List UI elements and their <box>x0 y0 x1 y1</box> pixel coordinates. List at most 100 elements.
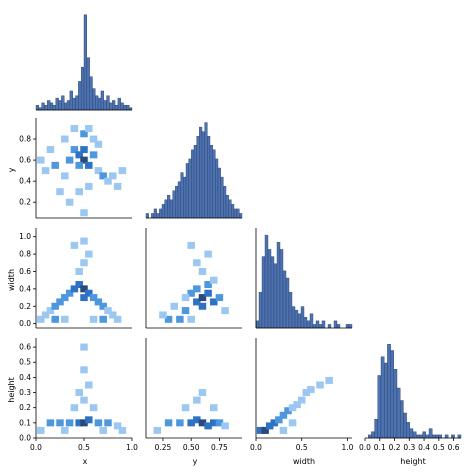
ylabel-width: width <box>7 269 16 291</box>
hist2d-width-y-cell <box>164 315 173 323</box>
hist-y-bar <box>193 145 197 219</box>
hist2d-y-x-cell <box>46 146 55 154</box>
hist2d-width-y-cell <box>204 289 212 297</box>
hist-y-bar <box>236 208 240 219</box>
hist-y-bar <box>207 135 211 219</box>
hist2d-height-x-cell <box>99 426 107 434</box>
hist-x-bar <box>44 105 48 111</box>
hist-height-bar <box>406 422 411 439</box>
hist-y-bar <box>231 204 235 219</box>
hist2d-height-x-cell <box>85 381 93 389</box>
hist2d-width-x-cell <box>75 267 83 275</box>
xlabel-height: height <box>400 457 426 466</box>
hist-y-bar <box>161 204 165 219</box>
hist2d-width-x-cell <box>37 315 45 323</box>
hist-y-bar <box>223 185 227 219</box>
hist2d-width-x-ytick-label: 0.6 <box>19 267 31 276</box>
hist-width-bar <box>327 324 332 329</box>
hist-width-bar <box>348 324 353 329</box>
axis-x-xtick-label: 0.5 <box>78 443 90 452</box>
hist2d-y-x-cell <box>61 172 69 180</box>
hist2d-width-x-cell <box>61 294 69 302</box>
hist-x-bar <box>97 97 102 111</box>
hist2d-width-x-cell <box>104 307 112 315</box>
hist2d-height-y-cell <box>198 389 207 397</box>
hist-width-bar <box>264 234 269 329</box>
hist-x-bar <box>61 95 65 111</box>
hist2d-height-y-cell <box>210 404 218 412</box>
hist2d-y-x-cell <box>109 172 117 180</box>
hist2d-height-width-cell <box>279 411 288 419</box>
hist2d-width-x-cell <box>56 298 64 306</box>
hist-y-bar <box>201 131 205 219</box>
hist-x-bar <box>78 81 82 111</box>
hist2d-y-x-cell <box>75 151 83 159</box>
hist2d-y-x-cell <box>75 161 83 169</box>
hist-x-bar <box>92 88 96 111</box>
hist-y-bar <box>196 135 200 219</box>
hist-width-bar <box>273 263 278 329</box>
hist2d-height-width-cell <box>256 426 265 434</box>
hist-y-bar <box>151 213 155 219</box>
hist2d-height-y-cell <box>153 426 162 434</box>
hist-width-bar <box>288 292 293 329</box>
hist-height-bar <box>377 375 382 439</box>
hist2d-width-y-cell <box>193 285 201 293</box>
hist-width-bar <box>318 324 323 329</box>
hist2d-width-y-cell <box>187 315 195 323</box>
hist2d-width-x-cell <box>109 311 117 319</box>
hist-width-bar <box>309 313 314 329</box>
hist2d-height-width-cell <box>307 386 315 394</box>
axis-y-xtick-label: 0.50 <box>183 443 200 452</box>
axis-height-xtick-label: 0.2 <box>389 443 401 452</box>
hist-y-bar <box>177 181 181 219</box>
hist2d-width-y-cell <box>187 241 195 249</box>
hist2d-width-x-ytick-label: 0.2 <box>19 302 31 311</box>
hist2d-width-x-cell <box>99 315 107 323</box>
hist-height-bar <box>368 434 372 439</box>
hist2d-y-x-cell <box>104 177 112 185</box>
hist2d-height-x-cell <box>46 419 55 427</box>
ylabel-height: height <box>7 377 16 403</box>
hist-x-bar <box>52 105 56 111</box>
hist2d-width-x-cell <box>51 302 59 310</box>
hist2d-width-y-cell <box>198 267 207 275</box>
hist2d-height-x-cell <box>80 343 88 351</box>
hist2d-width-y-cell <box>181 294 190 302</box>
hist2d-y-x-cell <box>51 161 59 169</box>
hist2d-y-x-cell <box>85 125 93 133</box>
hist2d-y-x-cell <box>70 125 79 133</box>
hist2d-height-x-ytick-label: 0.2 <box>19 403 31 412</box>
hist-width-bar <box>267 249 272 329</box>
hist-height-bar <box>403 412 407 439</box>
hist2d-width-x-cell <box>80 294 88 302</box>
hist2d-width-y-cell <box>193 259 201 267</box>
hist2d-height-x-cell <box>118 426 127 434</box>
hist2d-width-x-cell <box>80 237 88 245</box>
hist2d-height-x-cell <box>80 396 88 404</box>
hist-height-bar <box>457 434 462 439</box>
hist-y-bar <box>225 195 229 219</box>
hist-y-bar <box>209 145 213 219</box>
hist-height-bar <box>422 431 427 439</box>
hist2d-y-x-ytick-label: 0.4 <box>19 177 31 186</box>
hist-x-bar <box>75 95 79 111</box>
hist2d-width-y-cell <box>170 302 178 310</box>
hist-height-bar <box>390 350 395 439</box>
hist-y-bar <box>175 185 179 219</box>
hist-y-bar <box>239 213 243 219</box>
hist-y-bar <box>183 176 187 219</box>
hist2d-y-x-cell <box>80 209 88 217</box>
hist-height-bar <box>444 434 449 439</box>
hist2d-width-x-cell <box>113 315 122 323</box>
hist-height-bar <box>419 434 423 439</box>
hist-width-bar <box>312 324 317 329</box>
hist-y-bar <box>185 163 189 219</box>
hist-width-bar <box>261 256 266 329</box>
xlabel-x: x <box>83 457 88 466</box>
hist-height-bar <box>380 356 385 439</box>
hist2d-width-y-cell <box>215 294 224 302</box>
hist2d-width-y-cell <box>204 250 212 258</box>
hist2d-width-x-cell <box>94 298 103 306</box>
hist2d-height-x-cell <box>37 426 45 434</box>
